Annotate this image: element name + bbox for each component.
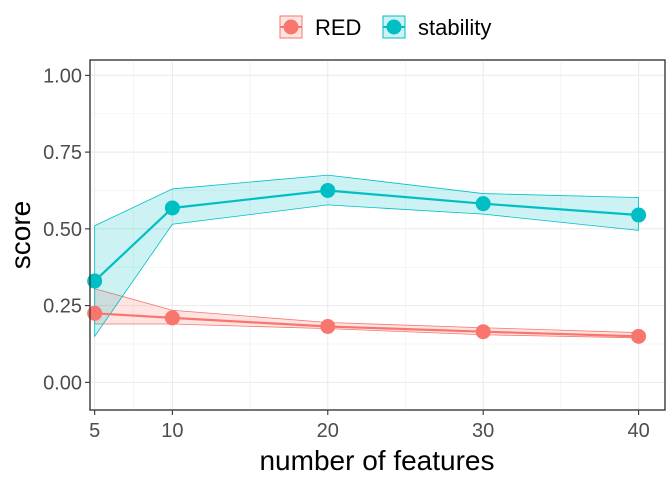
legend-item-red: RED bbox=[279, 15, 361, 40]
red-point bbox=[475, 324, 491, 340]
x-tick-label: 20 bbox=[317, 420, 339, 442]
x-tick-label: 40 bbox=[627, 420, 649, 442]
legend-item-stability: stability bbox=[382, 15, 491, 40]
x-axis-ticks: 5 10 20 30 40 bbox=[89, 410, 650, 442]
legend: RED stability bbox=[279, 15, 491, 40]
legend-label-stability: stability bbox=[418, 15, 491, 40]
stability-point bbox=[164, 200, 180, 216]
red-point bbox=[87, 305, 103, 321]
x-tick-label: 10 bbox=[161, 420, 183, 442]
red-point bbox=[320, 318, 336, 334]
y-axis-title: score bbox=[5, 201, 36, 269]
stability-ribbon bbox=[94, 174, 639, 338]
stability-point bbox=[87, 273, 103, 289]
y-tick-label: 1.00 bbox=[43, 65, 82, 87]
y-tick-label: 0.00 bbox=[43, 372, 82, 394]
plot-border bbox=[89, 59, 666, 411]
legend-label-red: RED bbox=[315, 15, 361, 40]
legend-point-red bbox=[283, 19, 299, 35]
major-grid bbox=[90, 60, 665, 410]
y-tick-label: 0.50 bbox=[43, 219, 82, 241]
x-tick-label: 30 bbox=[472, 420, 494, 442]
x-tick-label: 5 bbox=[89, 420, 100, 442]
y-axis-ticks: 0.00 0.25 0.50 0.75 1.00 bbox=[43, 65, 90, 394]
y-tick-label: 0.25 bbox=[43, 296, 82, 318]
series-points bbox=[87, 182, 647, 344]
plot-panel bbox=[89, 59, 666, 411]
red-point bbox=[631, 328, 647, 344]
stability-point bbox=[631, 207, 647, 223]
stability-point bbox=[475, 196, 491, 212]
stability-point bbox=[320, 182, 336, 198]
y-tick-label: 0.75 bbox=[43, 142, 82, 164]
minor-grid bbox=[90, 60, 665, 410]
red-point bbox=[164, 310, 180, 326]
x-axis-title: number of features bbox=[259, 445, 494, 476]
legend-point-stability bbox=[386, 19, 402, 35]
